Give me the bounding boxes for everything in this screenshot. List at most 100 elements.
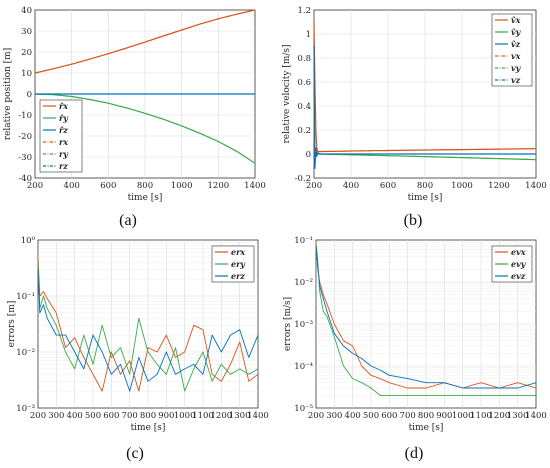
panel-c-xtick-label: 1200: [211, 411, 233, 421]
panel-a-ticks: 200 400 600 800 1000 1200 1400 -40 -30 -20 -10 0 10 2…: [18, 6, 266, 191]
panel-d-xtick-label: 200: [308, 411, 324, 421]
panel-b-legend: v̂x v̂y v̂z vx vy vz: [491, 13, 533, 87]
panel-c-series-line: [37, 256, 259, 392]
panel-c-xtick-label: 400: [67, 411, 83, 421]
panel-d-legend: evx evy evz: [491, 245, 533, 283]
panel-c-ytick-label: 10⁰: [21, 236, 36, 246]
panel-b-legend-label: v̂y: [511, 27, 522, 37]
panel-d-xtick-label: 500: [363, 411, 379, 421]
panel-d: 200 300 400 500 600 700 800 900 1000110012001300…: [283, 236, 547, 462]
panel-a-xtick-label: 200: [27, 181, 43, 191]
panel-d-xtick-label: 900: [436, 411, 452, 421]
panel-c-xtick-label: 1100: [192, 411, 214, 421]
panel-b-xtick-label: 600: [380, 181, 396, 191]
panel-c-series-line: [37, 269, 259, 392]
panel-d-series-line: [315, 246, 537, 389]
panel-b-xtick-label: 400: [343, 181, 359, 191]
panel-a-legend-label: r̂z: [59, 125, 68, 135]
panel-d-xtick-label: 300: [326, 411, 342, 421]
panel-b-legend-label: v̂z: [511, 39, 521, 49]
panel-b-ytick-label: 1.2: [297, 6, 311, 16]
panel-a-series-line: [34, 93, 256, 164]
panel-d-xtick-label: 1200: [489, 411, 511, 421]
panel-a-legend: r̂x r̂y r̂z rx ry rz: [39, 99, 83, 173]
panel-a-ytick-label: 20: [21, 48, 32, 58]
panel-a-legend-label: rx: [59, 137, 68, 147]
panel-b-xtick-label: 200: [306, 181, 322, 191]
panel-a-legend-label: r̂x: [59, 101, 68, 111]
panel-a-legend-label: rz: [59, 161, 68, 171]
panel-c-ytick-label: 10⁻³: [16, 404, 35, 414]
panel-c-series: [37, 256, 259, 392]
panel-c-ytick-label: 10⁻¹: [16, 292, 35, 302]
panel-a-ytick-label: -10: [18, 111, 32, 121]
panel-b-xlabel: time [s]: [408, 193, 443, 203]
panel-d-series-line: [315, 244, 537, 389]
panel-c-xtick-label: 1000: [174, 411, 196, 421]
panel-b-ytick-label: -0.2: [295, 174, 311, 184]
panel-b-ytick-label: 1: [306, 30, 311, 40]
panel-b-label: (b): [404, 212, 423, 229]
panel-d-series: [315, 241, 537, 396]
panel-b-ytick-label: 0.8: [297, 54, 311, 64]
panel-d-xtick-label: 700: [400, 411, 416, 421]
panel-a-legend-label: ry: [59, 149, 69, 159]
panel-c-ticks: 200 300 400 500 600 700 800 900 1000110012001300…: [16, 236, 269, 421]
panel-b-legend-label: v̂x: [511, 15, 521, 25]
panel-d-legend-label: evz: [511, 271, 526, 281]
panel-a-xtick-label: 400: [64, 181, 80, 191]
panel-a-ytick-label: 40: [21, 6, 32, 16]
panel-c-xtick-label: 300: [48, 411, 64, 421]
panel-c-xtick-label: 600: [103, 411, 119, 421]
panel-b-ytick-label: 0.6: [297, 78, 311, 88]
panel-d-xtick-label: 600: [381, 411, 397, 421]
panel-a-ytick-label: 0: [27, 90, 32, 100]
panel-d-xtick-label: 1400: [525, 411, 547, 421]
panel-a-ylabel: relative position [m]: [3, 48, 13, 140]
panel-b-ticks: 200 400 600 800 1000 1200 1400 -0.2 0 0.2 0.4 0.6 0.…: [295, 6, 547, 191]
panel-d-ylabel: errors [m/s]: [283, 297, 293, 351]
panel-d-ytick-label: 10⁻³: [294, 320, 313, 330]
panel-d-ticks: 200 300 400 500 600 700 800 900 1000110012001300…: [294, 236, 547, 421]
panel-d-xlabel: time [s]: [409, 423, 444, 433]
panel-c-legend: erx ery erz: [211, 245, 255, 283]
panel-d-xtick-label: 800: [418, 411, 434, 421]
panel-a-legend-label: r̂y: [59, 113, 69, 123]
panel-a-ytick-label: 10: [21, 69, 32, 79]
panel-a-legend-box: [39, 99, 83, 173]
panel-a-series-line: [34, 9, 256, 74]
panel-b: 200 400 600 800 1000 1200 1400 -0.2 0 0.2 0.4 0.6 0.…: [282, 6, 547, 229]
panel-a-ytick-label: -40: [18, 174, 32, 184]
panel-c-xtick-label: 1400: [247, 411, 269, 421]
panel-b-legend-box: [491, 13, 533, 87]
panel-d-xtick-label: 400: [345, 411, 361, 421]
panel-c-xtick-label: 900: [158, 411, 174, 421]
panel-c-label: (c): [126, 445, 144, 462]
panel-b-legend-label: vy: [511, 63, 522, 73]
panel-c-xtick-label: 1300: [229, 411, 251, 421]
panel-d-ytick-label: 10⁻⁵: [294, 404, 313, 414]
panel-d-ytick-label: 10⁻¹: [294, 236, 313, 246]
panel-d-label: (d): [405, 445, 424, 462]
panel-d-xtick-label: 1000: [452, 411, 474, 421]
panel-b-legend-label: vx: [511, 51, 521, 61]
panel-c-legend-label: erz: [231, 271, 245, 281]
panel-a-series: [34, 9, 256, 164]
panel-a: 200 400 600 800 1000 1200 1400 -40 -30 -20 -10 0 10 2…: [3, 6, 266, 229]
panel-a-xtick-label: 1400: [244, 181, 266, 191]
panel-b-ytick-label: 0.2: [297, 126, 311, 136]
panel-b-xtick-label: 800: [417, 181, 433, 191]
panel-a-xtick-label: 600: [100, 181, 116, 191]
panel-c: 200 300 400 500 600 700 800 900 1000110012001300…: [7, 236, 269, 462]
panel-c-ytick-label: 10⁻²: [16, 348, 35, 358]
panel-d-legend-label: evx: [511, 247, 526, 257]
panel-b-xtick-label: 1200: [488, 181, 510, 191]
panel-c-series-line: [37, 262, 259, 392]
panel-b-xtick-label: 1400: [525, 181, 547, 191]
panel-c-xtick-label: 800: [140, 411, 156, 421]
panel-a-xtick-label: 1200: [208, 181, 230, 191]
panel-c-xtick-label: 500: [85, 411, 101, 421]
panel-b-legend-label: vz: [511, 75, 521, 85]
panel-a-ytick-label: 30: [21, 27, 32, 37]
panel-d-ytick-label: 10⁻⁴: [294, 362, 313, 372]
